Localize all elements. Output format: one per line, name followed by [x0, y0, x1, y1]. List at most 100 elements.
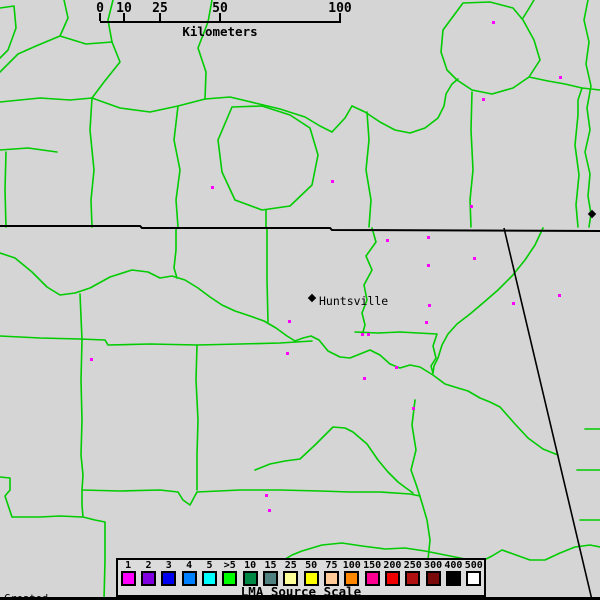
lma-source-dot — [361, 333, 364, 336]
legend-entry-label: 100 — [342, 560, 361, 571]
lma-source-dot — [211, 186, 214, 189]
legend-entry-label: 5 — [206, 560, 213, 571]
legend-entry: 100 — [342, 560, 362, 586]
legend-entry: 3 — [159, 560, 179, 586]
lma-source-dot — [425, 321, 428, 324]
lma-source-dot — [559, 76, 562, 79]
legend-entry: 4 — [179, 560, 199, 586]
lma-source-dot — [412, 407, 415, 410]
legend-entry-label: 150 — [363, 560, 382, 571]
lma-source-dot — [395, 366, 398, 369]
lma-source-dot — [386, 239, 389, 242]
scale-tick-label: 0 — [96, 1, 104, 16]
lma-source-dot — [428, 304, 431, 307]
scale-bar-line — [100, 21, 341, 23]
legend-color-swatch — [384, 571, 400, 586]
scale-tick-label: 50 — [212, 1, 228, 16]
legend-title: LMA Source Scale — [240, 584, 362, 599]
legend-entry-label: 250 — [403, 560, 422, 571]
legend-color-swatch — [344, 571, 360, 586]
scale-tick-label: 25 — [152, 1, 168, 16]
lma-source-dot — [558, 294, 561, 297]
lma-source-dot — [427, 264, 430, 267]
legend-color-swatch — [323, 571, 339, 586]
scale-tick-mark — [339, 13, 341, 21]
lma-source-dot — [288, 320, 291, 323]
legend-color-swatch — [242, 571, 258, 586]
legend-color-swatch — [181, 571, 197, 586]
created-status: Created 12/19/2012 11:43:42 — [4, 572, 124, 600]
distance-scale-bar: 0 10 25 50 100 Kilometers — [0, 0, 600, 46]
legend-entry: 300 — [423, 560, 443, 586]
city-label: Huntsville — [319, 294, 389, 308]
legend-color-swatch — [364, 571, 380, 586]
legend-entry-label: 15 — [264, 560, 277, 571]
legend-entry-label: 75 — [325, 560, 338, 571]
legend-color-swatch — [120, 571, 136, 586]
legend-color-swatch — [222, 571, 238, 586]
lma-source-dot — [363, 377, 366, 380]
legend-entry-label: 4 — [186, 560, 193, 571]
legend-color-swatch — [445, 571, 461, 586]
legend-entry-label: >5 — [223, 560, 236, 571]
scale-tick-label: 100 — [328, 1, 352, 16]
legend-entry: 250 — [403, 560, 423, 586]
legend-color-swatch — [466, 571, 482, 586]
lma-source-dot — [268, 509, 271, 512]
legend-entry-label: 2 — [145, 560, 152, 571]
lma-source-dot — [90, 358, 93, 361]
lma-source-dot — [367, 333, 370, 336]
legend-entry-label: 200 — [383, 560, 402, 571]
legend-entry: 500 — [464, 560, 484, 586]
legend-entry-label: 300 — [424, 560, 443, 571]
legend-entry: 150 — [362, 560, 382, 586]
lma-source-dot — [512, 302, 515, 305]
lma-source-dot — [331, 180, 334, 183]
legend-entry: 400 — [443, 560, 463, 586]
lma-source-dot — [470, 205, 473, 208]
legend-color-swatch — [405, 571, 421, 586]
legend-color-swatch — [283, 571, 299, 586]
legend-entry: 200 — [382, 560, 402, 586]
lma-source-scale-legend: 1 2 3 4 5 >5 10 15 25 50 75 100 150 200 250 300 400 500 L… — [116, 558, 486, 599]
state-boundaries — [0, 225, 600, 600]
legend-entry-label: 1 — [125, 560, 132, 571]
lma-source-dot — [473, 257, 476, 260]
legend-entry: 10 — [240, 560, 260, 586]
scale-tick-mark — [159, 13, 161, 21]
legend-entry: 75 — [321, 560, 341, 586]
window-bottom-edge — [0, 597, 600, 600]
tn-al-state-line — [0, 225, 600, 232]
legend-entry: 5 — [199, 560, 219, 586]
lma-source-dot — [482, 98, 485, 101]
scale-tick-mark — [219, 13, 221, 21]
legend-entry: 1 — [118, 560, 138, 586]
scale-tick-label: 10 — [116, 1, 132, 16]
created-label: Created — [4, 594, 124, 600]
lma-source-dot — [492, 21, 495, 24]
legend-entry-label: 400 — [444, 560, 463, 571]
lma-source-dot — [286, 352, 289, 355]
legend-entry-label: 3 — [165, 560, 172, 571]
scale-bar-unit-label: Kilometers — [182, 24, 258, 39]
legend-color-swatch — [140, 571, 156, 586]
lma-source-dot — [427, 236, 430, 239]
legend-color-swatch — [303, 571, 319, 586]
legend-entry: 25 — [281, 560, 301, 586]
legend-color-swatch — [425, 571, 441, 586]
legend-entry: 2 — [138, 560, 158, 586]
scale-tick-mark — [99, 13, 101, 21]
legend-entry: 50 — [301, 560, 321, 586]
legend-color-swatch — [161, 571, 177, 586]
legend-color-swatch — [201, 571, 217, 586]
legend-entry-label: 500 — [464, 560, 483, 571]
legend-entry-label: 50 — [305, 560, 318, 571]
legend-entries: 1 2 3 4 5 >5 10 15 25 50 75 100 150 200 250 300 400 500 — [118, 560, 484, 586]
lma-source-dot — [265, 494, 268, 497]
scale-tick-mark — [123, 13, 125, 21]
al-ga-state-line — [503, 227, 593, 600]
legend-entry: 15 — [260, 560, 280, 586]
